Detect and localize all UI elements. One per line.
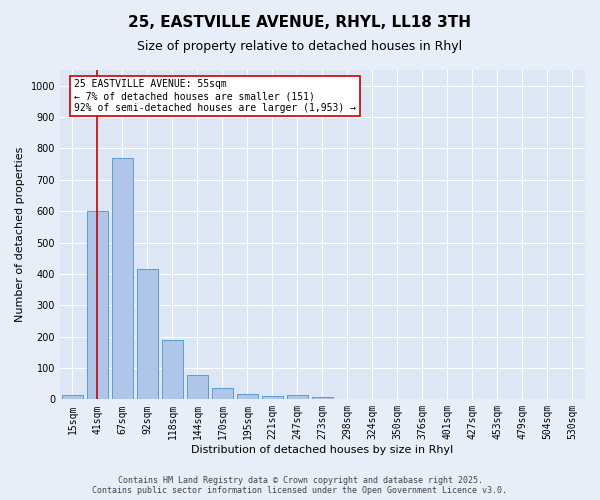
- X-axis label: Distribution of detached houses by size in Rhyl: Distribution of detached houses by size …: [191, 445, 454, 455]
- Text: Contains HM Land Registry data © Crown copyright and database right 2025.
Contai: Contains HM Land Registry data © Crown c…: [92, 476, 508, 495]
- Bar: [237, 394, 258, 400]
- Bar: [87, 211, 108, 400]
- Bar: [287, 395, 308, 400]
- Bar: [262, 396, 283, 400]
- Bar: [112, 158, 133, 400]
- Text: 25 EASTVILLE AVENUE: 55sqm
← 7% of detached houses are smaller (151)
92% of semi: 25 EASTVILLE AVENUE: 55sqm ← 7% of detac…: [74, 80, 356, 112]
- Y-axis label: Number of detached properties: Number of detached properties: [15, 147, 25, 322]
- Bar: [312, 397, 333, 400]
- Text: 25, EASTVILLE AVENUE, RHYL, LL18 3TH: 25, EASTVILLE AVENUE, RHYL, LL18 3TH: [128, 15, 472, 30]
- Bar: [187, 375, 208, 400]
- Bar: [137, 269, 158, 400]
- Bar: [162, 340, 183, 400]
- Text: Size of property relative to detached houses in Rhyl: Size of property relative to detached ho…: [137, 40, 463, 53]
- Bar: [212, 388, 233, 400]
- Bar: [62, 394, 83, 400]
